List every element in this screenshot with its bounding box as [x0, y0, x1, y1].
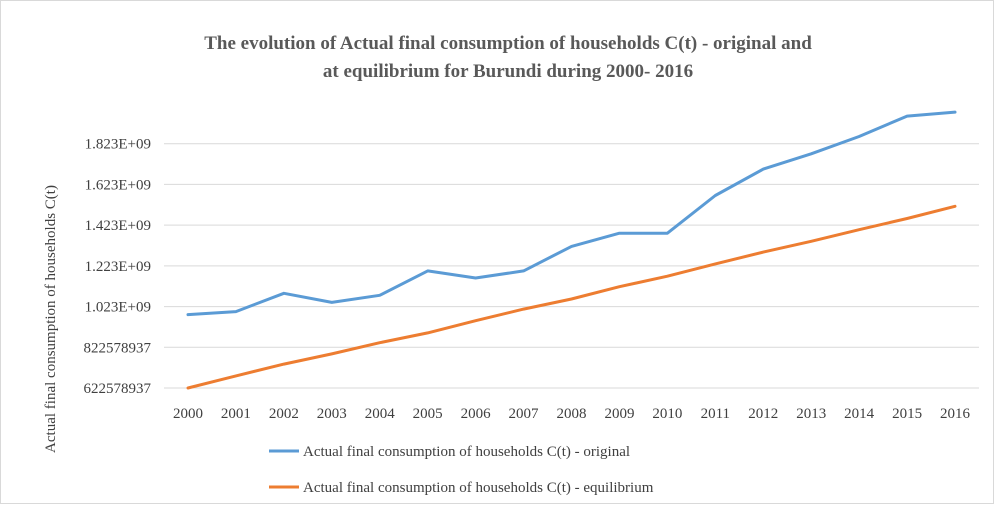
gridlines — [164, 143, 979, 389]
x-tick-label: 2009 — [604, 406, 634, 422]
x-tick-label: 2008 — [557, 406, 587, 422]
x-tick-label: 2014 — [844, 406, 875, 422]
x-tick-label: 2011 — [701, 406, 730, 422]
series-lines — [186, 110, 957, 390]
x-tick-label: 2006 — [461, 406, 492, 422]
x-tick-label: 2003 — [317, 406, 347, 422]
x-tick-label: 2002 — [269, 406, 299, 422]
series-line-equilibrium — [186, 204, 957, 390]
x-tick-label: 2013 — [796, 406, 826, 422]
legend-label-original: Actual final consumption of households C… — [303, 444, 630, 460]
y-tick-label: 1.823E+09 — [85, 137, 151, 153]
legend: Actual final consumption of households C… — [269, 444, 654, 496]
x-tick-label: 2004 — [365, 406, 396, 422]
chart-title-line-1: The evolution of Actual final consumptio… — [204, 33, 812, 54]
y-tick-label: 1.023E+09 — [85, 300, 151, 316]
x-tick-label: 2001 — [221, 406, 251, 422]
y-tick-label: 622578937 — [84, 381, 152, 397]
x-tick-label: 2015 — [892, 406, 922, 422]
x-tick-label: 2000 — [173, 406, 203, 422]
chart-title-line-2: at equilibrium for Burundi during 2000- … — [323, 61, 693, 82]
y-tick-label: 1.423E+09 — [85, 218, 151, 234]
x-tick-label: 2007 — [509, 406, 540, 422]
x-tick-label: 2005 — [413, 406, 443, 422]
y-axis-ticks: 622578937 822578937 1.023E+09 1.223E+09 1.42… — [84, 137, 152, 397]
x-axis-ticks: 2000 2001 2002 2003 2004 2005 2006 2007 2008 2009… — [173, 406, 971, 422]
x-tick-label: 2016 — [940, 406, 971, 422]
x-tick-label: 2012 — [748, 406, 778, 422]
series-line-original — [186, 110, 957, 317]
y-tick-label: 1.223E+09 — [85, 259, 151, 275]
x-tick-label: 2010 — [652, 406, 682, 422]
y-axis-label: Actual final consumption of households C… — [43, 185, 59, 453]
y-tick-label: 1.623E+09 — [85, 177, 151, 193]
legend-label-equilibrium: Actual final consumption of households C… — [303, 480, 654, 496]
y-tick-label: 822578937 — [84, 340, 152, 356]
